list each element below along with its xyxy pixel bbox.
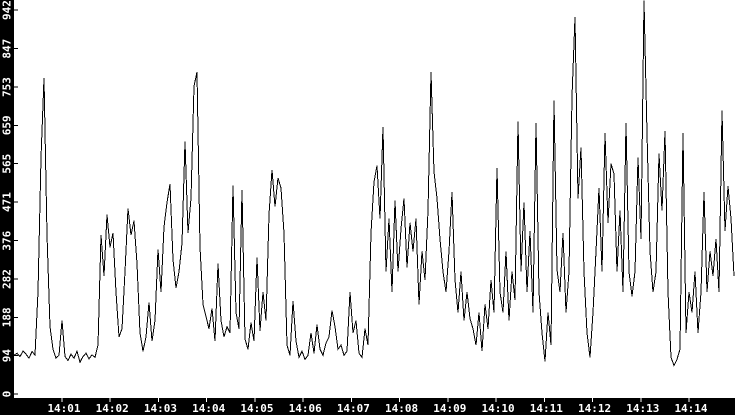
y-axis-tick-label: 659 — [1, 115, 14, 135]
y-axis-tick — [14, 86, 18, 88]
y-axis-tick-label: 753 — [1, 77, 14, 97]
y-axis-tick — [14, 355, 18, 357]
y-axis-tick-label: 471 — [1, 192, 14, 212]
y-axis-tick — [14, 9, 18, 11]
y-axis-tick-label: 94 — [1, 349, 14, 363]
x-axis-tick-label: 14:03 — [144, 402, 177, 415]
y-axis-tick — [14, 163, 18, 165]
x-axis-tick — [688, 398, 690, 402]
y-axis-tick — [14, 316, 18, 318]
x-axis-tick — [206, 398, 208, 402]
y-axis-tick — [14, 240, 18, 242]
x-axis-tick-label: 14:13 — [626, 402, 659, 415]
x-axis-tick-label: 14:05 — [240, 402, 273, 415]
series-line-layer — [13, 0, 735, 367]
x-axis-tick-label: 14:11 — [530, 402, 563, 415]
y-axis-tick — [14, 48, 18, 50]
y-axis-tick — [14, 124, 18, 126]
y-axis-ticks-layer: 0 94 188 282 376 471 565 659 753 847 942 — [1, 0, 18, 398]
x-axis-tick-label: 14:02 — [96, 402, 129, 415]
y-axis-tick — [14, 278, 18, 280]
x-axis-tick-label: 14:08 — [385, 402, 418, 415]
series-line — [13, 0, 735, 367]
x-axis-tick — [447, 398, 449, 402]
x-axis-tick — [350, 398, 352, 402]
x-axis-tick-label: 14:12 — [578, 402, 611, 415]
x-axis-tick — [158, 398, 159, 402]
x-axis-ticks-layer: 14:01 14:02 14:03 14:04 14:05 14:06 14:07 14:08… — [47, 398, 708, 415]
y-axis-tick-label: 565 — [1, 154, 14, 174]
x-axis-tick — [640, 398, 642, 402]
x-axis-tick — [302, 398, 304, 402]
x-axis-tick — [61, 398, 63, 402]
x-axis-tick — [592, 398, 593, 402]
y-axis-tick-label: 942 — [1, 0, 14, 20]
y-axis-tick-label: 376 — [1, 230, 14, 250]
x-axis-tick-label: 14:04 — [192, 402, 225, 415]
y-axis-tick-label: 188 — [1, 307, 14, 327]
y-axis-tick — [14, 201, 18, 203]
y-axis-tick-label: 847 — [1, 39, 14, 59]
x-axis-tick — [399, 398, 401, 402]
x-axis-tick — [254, 398, 256, 402]
x-axis-tick — [543, 398, 545, 402]
x-axis-tick-label: 14:06 — [289, 402, 322, 415]
x-axis-tick — [109, 398, 111, 402]
y-axis-strip — [0, 0, 14, 415]
x-axis-tick-label: 14:07 — [337, 402, 370, 415]
y-axis-tick — [14, 393, 18, 395]
y-axis-tick-label: 0 — [1, 391, 14, 398]
x-axis-tick — [495, 398, 497, 402]
x-axis-tick-label: 14:10 — [482, 402, 515, 415]
x-axis-tick-label: 14:01 — [47, 402, 80, 415]
x-axis-tick-label: 14:14 — [674, 402, 707, 415]
x-axis-strip — [0, 398, 735, 415]
y-axis-tick-label: 282 — [1, 269, 14, 289]
x-axis-tick-label: 14:09 — [433, 402, 466, 415]
